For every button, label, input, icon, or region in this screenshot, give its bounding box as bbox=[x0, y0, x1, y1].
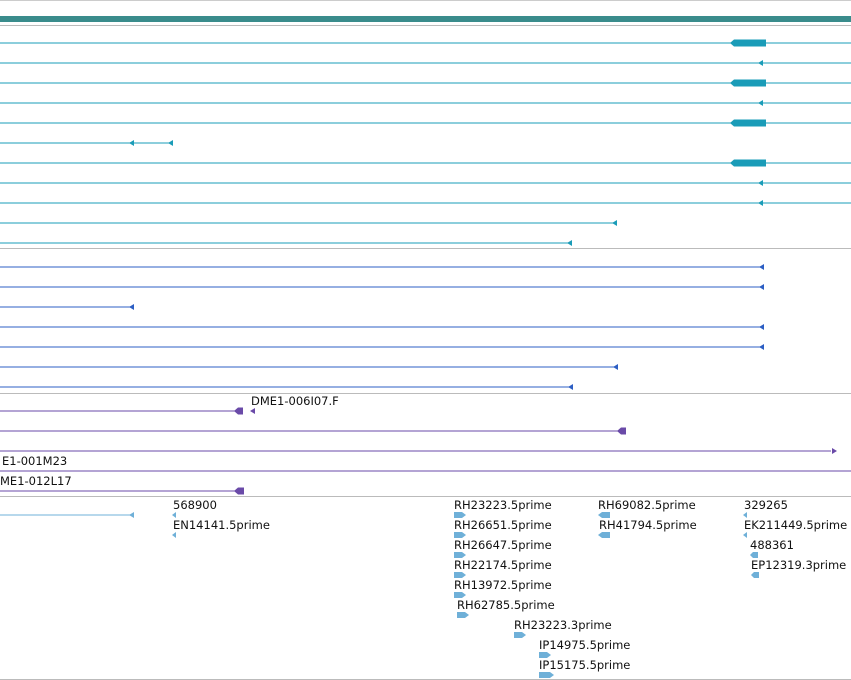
clone-row-3-end[interactable] bbox=[832, 448, 837, 454]
est-16-feature[interactable] bbox=[750, 552, 758, 558]
est-5-feature[interactable] bbox=[454, 552, 466, 558]
est-8-feature[interactable] bbox=[457, 612, 469, 618]
est-13-label[interactable]: RH41794.5prime bbox=[599, 518, 697, 532]
est-3-label[interactable]: RH23223.5prime bbox=[454, 498, 552, 512]
est-17-label[interactable]: EP12319.3prime bbox=[751, 558, 846, 572]
est-12-label[interactable]: RH69082.5prime bbox=[598, 498, 696, 512]
est-6-feature[interactable] bbox=[454, 572, 466, 578]
est-6-label[interactable]: RH22174.5prime bbox=[454, 558, 552, 572]
protein-row-4-strand-arrow[interactable] bbox=[759, 324, 764, 330]
transcript-row-8-strand-arrow[interactable] bbox=[758, 180, 763, 186]
est-1-label[interactable]: 568900 bbox=[173, 498, 217, 512]
est-14-label[interactable]: 329265 bbox=[744, 498, 788, 512]
protein-row-6-strand-arrow[interactable] bbox=[613, 364, 618, 370]
est-9-label[interactable]: RH23223.3prime bbox=[514, 618, 612, 632]
track-separators bbox=[0, 25, 851, 680]
track-header-bar bbox=[0, 0, 851, 22]
transcript-row-5-cds[interactable] bbox=[730, 119, 766, 127]
protein-row-5-strand-arrow[interactable] bbox=[759, 344, 764, 350]
transcript-row-1-cds[interactable] bbox=[730, 39, 766, 47]
clone-row-1-marker[interactable] bbox=[250, 408, 255, 414]
clone-label-2[interactable]: E1-001M23 bbox=[2, 454, 67, 468]
est-11-feature[interactable] bbox=[539, 672, 554, 678]
est-2-label[interactable]: EN14141.5prime bbox=[173, 518, 270, 532]
transcript-row-6-strand-arrow-2[interactable] bbox=[168, 140, 173, 146]
protein-row-2-strand-arrow[interactable] bbox=[759, 284, 764, 290]
est-4-feature[interactable] bbox=[454, 532, 466, 538]
protein-row-3-strand-arrow[interactable] bbox=[129, 304, 134, 310]
est-row-1-strand-arrow[interactable] bbox=[129, 512, 134, 518]
est-4-label[interactable]: RH26651.5prime bbox=[454, 518, 552, 532]
protein-row-1-strand-arrow[interactable] bbox=[759, 264, 764, 270]
clone-track: DME1-006I07.F E1-001M23 ME1-012L17 bbox=[0, 394, 851, 495]
est-11-label[interactable]: IP15175.5prime bbox=[539, 658, 630, 672]
clone-label-1[interactable]: DME1-006I07.F bbox=[251, 394, 339, 408]
est-17-feature[interactable] bbox=[751, 572, 759, 578]
transcript-row-7-cds[interactable] bbox=[730, 159, 766, 167]
transcript-row-10-strand-arrow[interactable] bbox=[612, 220, 617, 226]
est-8-label[interactable]: RH62785.5prime bbox=[457, 598, 555, 612]
transcript-row-9-strand-arrow[interactable] bbox=[758, 200, 763, 206]
est-7-label[interactable]: RH13972.5prime bbox=[454, 578, 552, 592]
transcript-row-6-strand-arrow[interactable] bbox=[129, 140, 134, 146]
est-14-feature[interactable] bbox=[743, 512, 747, 518]
transcript-track bbox=[0, 39, 851, 246]
clone-row-1-end[interactable] bbox=[234, 407, 243, 415]
est-15-feature[interactable] bbox=[743, 532, 747, 538]
clone-row-5-end[interactable] bbox=[234, 487, 244, 495]
transcript-row-3-cds[interactable] bbox=[730, 79, 766, 87]
transcript-row-4-strand-arrow[interactable] bbox=[758, 100, 763, 106]
est-10-feature[interactable] bbox=[539, 652, 551, 658]
est-10-label[interactable]: IP14975.5prime bbox=[539, 638, 630, 652]
est-1-feature[interactable] bbox=[172, 512, 176, 518]
transcript-row-11-strand-arrow[interactable] bbox=[567, 240, 572, 246]
protein-row-7-strand-arrow[interactable] bbox=[568, 384, 573, 390]
clone-label-3[interactable]: ME1-012L17 bbox=[0, 474, 72, 488]
est-9-feature[interactable] bbox=[514, 632, 526, 638]
est-3-feature[interactable] bbox=[454, 512, 466, 518]
est-track: 568900 EN14141.5prime RH23223.5prime RH2665… bbox=[0, 498, 847, 678]
transcript-row-2-strand-arrow[interactable] bbox=[758, 60, 763, 66]
est-16-label[interactable]: 488361 bbox=[750, 538, 794, 552]
est-13-feature[interactable] bbox=[598, 532, 610, 538]
est-15-label[interactable]: EK211449.5prime bbox=[744, 518, 847, 532]
est-5-label[interactable]: RH26647.5prime bbox=[454, 538, 552, 552]
est-7-feature[interactable] bbox=[454, 592, 466, 598]
est-2-feature[interactable] bbox=[172, 532, 176, 538]
protein-track bbox=[0, 264, 764, 390]
clone-row-2-end[interactable] bbox=[617, 427, 626, 435]
header-bar bbox=[0, 16, 851, 22]
est-12-feature[interactable] bbox=[598, 512, 610, 518]
